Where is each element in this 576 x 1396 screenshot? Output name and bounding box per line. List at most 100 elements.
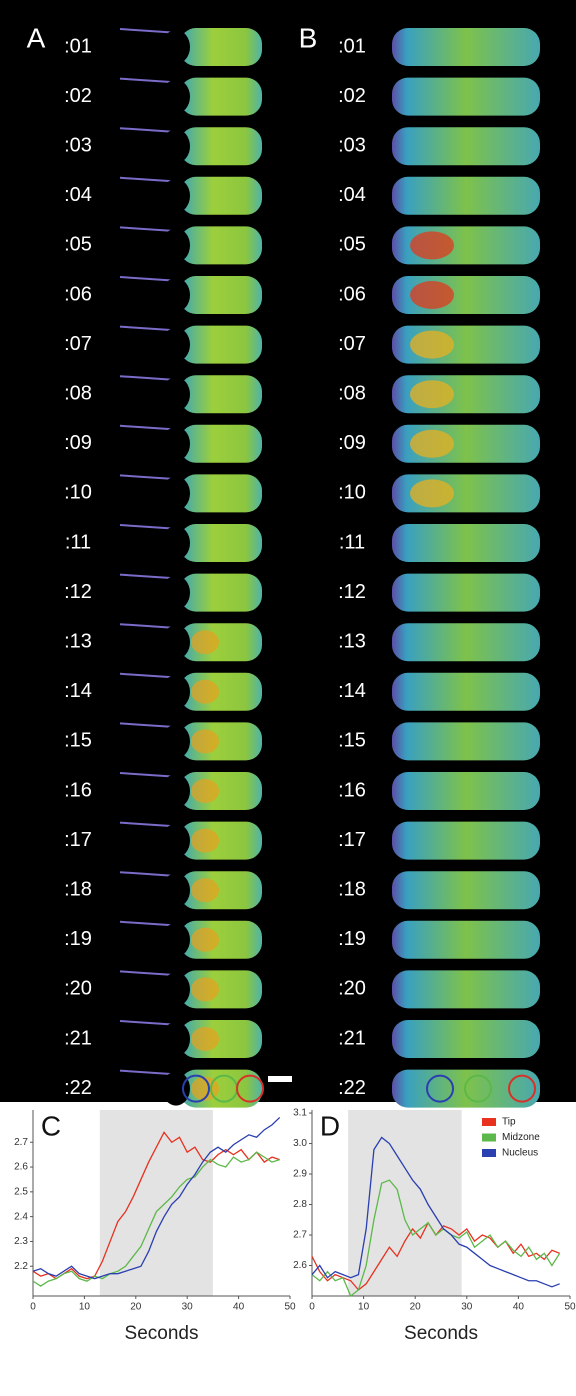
cell: [392, 524, 540, 562]
cell-notch: [162, 30, 190, 64]
y-tick-label: 2.7: [293, 1230, 307, 1241]
cell-hotspot: [191, 680, 219, 704]
x-tick-label: 0: [30, 1302, 36, 1313]
time-label: :07: [338, 333, 366, 355]
y-tick-label: 2.6: [14, 1162, 28, 1173]
cell: [392, 127, 540, 165]
cell-notch: [162, 873, 190, 907]
time-label: :14: [64, 680, 92, 702]
x-tick-label: 0: [309, 1302, 315, 1313]
time-label: :02: [338, 85, 366, 107]
time-label: :05: [338, 234, 366, 256]
cell-hotspot: [410, 430, 454, 458]
cell-notch: [162, 129, 190, 163]
time-label: :02: [64, 85, 92, 107]
time-label: :21: [338, 1027, 366, 1049]
page: {"image_panels": [ {"label": "A", "times…: [0, 0, 576, 1396]
legend-label: Nucleus: [502, 1148, 538, 1159]
x-tick-label: 30: [461, 1302, 473, 1313]
cell: [180, 574, 262, 612]
cell: [392, 772, 540, 810]
time-label: :09: [64, 432, 92, 454]
cell-hotspot: [410, 331, 454, 359]
cell: [392, 921, 540, 959]
cell-notch: [162, 476, 190, 510]
time-label: :15: [64, 730, 92, 752]
cell-hotspot: [191, 1027, 219, 1051]
scale-bar: [268, 1076, 292, 1082]
time-label: :22: [64, 1077, 92, 1099]
cell: [392, 673, 540, 711]
cell-notch: [162, 1022, 190, 1056]
y-tick-label: 2.9: [293, 1169, 307, 1180]
cell-notch: [162, 278, 190, 312]
cell-notch: [162, 972, 190, 1006]
cell: [180, 28, 262, 66]
time-label: :16: [64, 779, 92, 801]
legend-swatch: [482, 1118, 496, 1126]
cell: [180, 326, 262, 364]
highlight-region: [100, 1110, 213, 1296]
cell-notch: [162, 774, 190, 808]
cell-hotspot: [191, 878, 219, 902]
time-label: :10: [64, 482, 92, 504]
cell: [392, 871, 540, 909]
legend-swatch: [482, 1149, 496, 1157]
time-label: :11: [339, 531, 365, 553]
time-label: :10: [338, 482, 366, 504]
time-label: :03: [64, 134, 92, 156]
cell-notch: [162, 427, 190, 461]
panel-letter: D: [320, 1110, 340, 1141]
time-label: :11: [65, 531, 91, 553]
cell: [392, 1020, 540, 1058]
time-label: :20: [338, 978, 366, 1000]
cell-notch: [162, 328, 190, 362]
y-tick-label: 2.5: [14, 1186, 28, 1197]
cell-hotspot: [191, 829, 219, 853]
cell-hotspot: [410, 281, 454, 309]
time-label: :15: [338, 730, 366, 752]
cell-hotspot: [410, 231, 454, 259]
cell: [392, 722, 540, 760]
cell-hotspot: [410, 380, 454, 408]
time-label: :06: [64, 283, 92, 305]
cell: [392, 822, 540, 860]
time-label: :20: [64, 978, 92, 1000]
figure: A :01 :02 :03 :04 :05 :06 :07 :08 :09 :10 :11 :12 :13…: [0, 0, 576, 1396]
y-tick-label: 2.2: [14, 1261, 28, 1272]
legend-label: Tip: [502, 1117, 516, 1128]
x-tick-label: 10: [79, 1302, 91, 1313]
cell-notch: [162, 923, 190, 957]
cell: [392, 970, 540, 1008]
x-tick-label: 20: [410, 1302, 422, 1313]
cell-notch: [162, 576, 190, 610]
time-label: :13: [64, 630, 92, 652]
cell: [180, 425, 262, 463]
time-label: :17: [64, 829, 92, 851]
legend-label: Midzone: [502, 1132, 540, 1143]
panel-letter: A: [27, 22, 46, 53]
time-label: :19: [64, 928, 92, 950]
time-label: :17: [338, 829, 366, 851]
time-label: :01: [64, 35, 92, 57]
time-label: :14: [338, 680, 366, 702]
cell-notch: [162, 724, 190, 758]
x-tick-label: 40: [513, 1302, 525, 1313]
cell: [392, 28, 540, 66]
time-label: :12: [64, 581, 92, 603]
cell-notch: [162, 675, 190, 709]
y-tick-label: 2.7: [14, 1137, 28, 1148]
y-tick-label: 3.0: [293, 1138, 307, 1149]
page-body: A :01 :02 :03 :04 :05 :06 :07 :08 :09 :10 :11 :12 :13…: [0, 0, 576, 1396]
time-label: :08: [338, 382, 366, 404]
cell-notch: [162, 625, 190, 659]
cell-notch: [162, 179, 190, 213]
time-label: :01: [338, 35, 366, 57]
time-label: :04: [338, 184, 366, 206]
time-label: :09: [338, 432, 366, 454]
cell: [180, 375, 262, 413]
x-axis-label: Seconds: [125, 1323, 199, 1344]
cell-notch: [162, 824, 190, 858]
time-label: :19: [338, 928, 366, 950]
time-label: :08: [64, 382, 92, 404]
